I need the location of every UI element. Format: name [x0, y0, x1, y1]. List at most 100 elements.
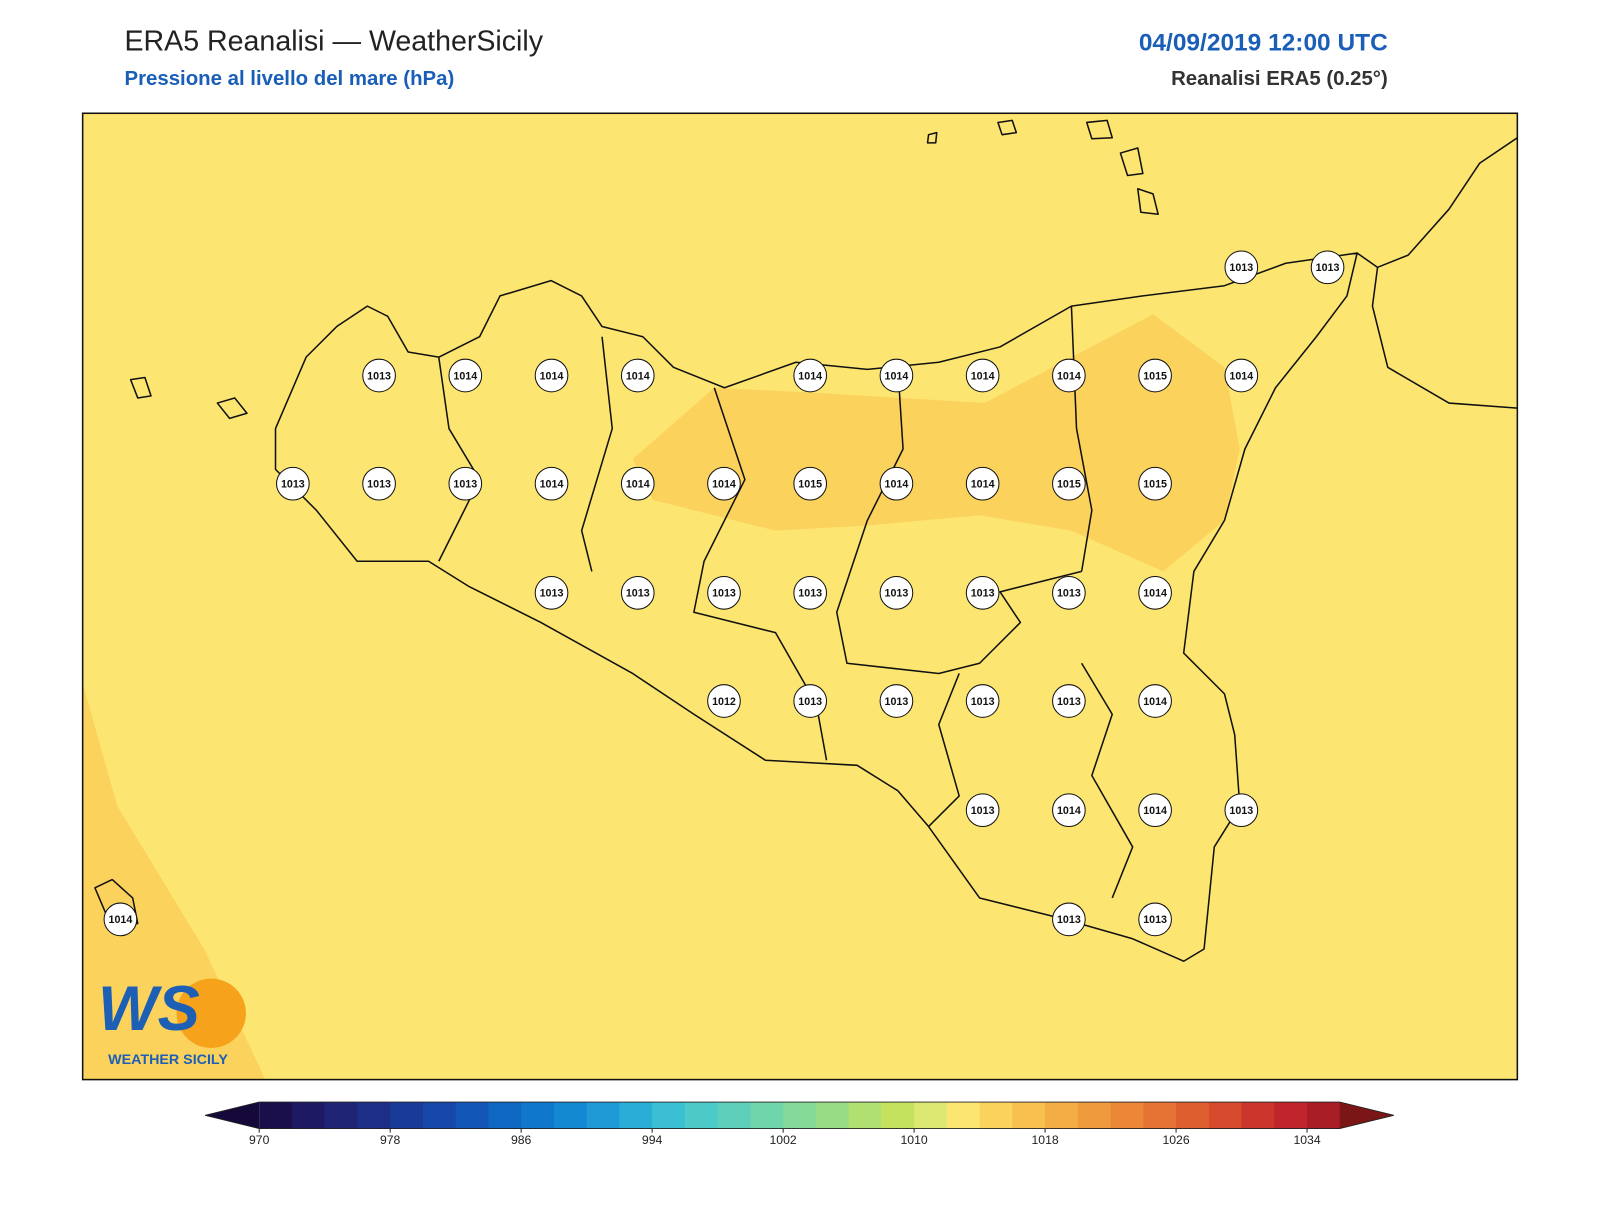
colorbar-box [324, 1102, 358, 1129]
colorbar-tick-label: 1018 [1031, 1133, 1058, 1147]
logo-sun [176, 978, 246, 1048]
colorbar-box [1208, 1102, 1243, 1129]
station-marker [620, 358, 655, 393]
colorbar-box [422, 1102, 457, 1129]
field-high [632, 314, 1240, 572]
station-value: 1013 [626, 588, 650, 600]
station-marker [534, 466, 569, 501]
station-marker [1138, 684, 1172, 718]
station-value: 1014 [1143, 588, 1167, 600]
station-value: 1013 [1057, 588, 1081, 600]
coastline [1377, 137, 1518, 269]
station-marker [965, 576, 1000, 610]
colorbar-tick-label: 994 [642, 1133, 663, 1147]
station-marker [1052, 466, 1086, 501]
station-value: 1013 [1057, 914, 1081, 926]
colorbar-box [848, 1102, 882, 1129]
source: Reanalisi ERA5 (0.25°) [1171, 68, 1388, 90]
station-marker [534, 358, 569, 393]
colorbar-box [946, 1102, 981, 1129]
station-marker [965, 684, 1000, 718]
colorbar-box [586, 1102, 620, 1129]
colorbar-tick-label: 978 [380, 1133, 401, 1147]
station-value: 1014 [1057, 805, 1081, 817]
station-value: 1015 [798, 479, 822, 491]
station-value: 1014 [1143, 696, 1167, 708]
date: 04/09/2019 12:00 UTC [1139, 29, 1388, 56]
station-value: 1014 [712, 479, 736, 491]
colorbar-box [553, 1102, 588, 1129]
station-marker [362, 466, 396, 501]
field-high [82, 683, 266, 1080]
station-marker [1052, 684, 1086, 718]
station-marker [448, 466, 483, 501]
station-value: 1014 [109, 914, 133, 926]
stations: 1013 1013 1013 1014 1014 1014 1014 1014 1014 1014… [103, 250, 1345, 937]
colorbar-box [455, 1102, 489, 1129]
station-marker [879, 576, 914, 610]
colorbar-box [1241, 1102, 1275, 1129]
station-value: 1014 [1229, 370, 1253, 382]
colorbar-box [521, 1102, 555, 1129]
station-marker [1224, 250, 1259, 285]
logo: WS WEATHER SICILY [98, 974, 246, 1068]
colorbar-box [914, 1102, 948, 1129]
station-value: 1014 [540, 370, 564, 382]
station-marker [1224, 793, 1259, 828]
station-marker [1138, 576, 1172, 610]
colorbar-box [717, 1102, 751, 1129]
colorbar-box [488, 1102, 522, 1129]
station-value: 1013 [885, 696, 909, 708]
station-value: 1014 [1057, 370, 1081, 382]
map-frame [81, 112, 1519, 1081]
colorbar-box [1143, 1102, 1177, 1129]
colorbar-box [1307, 1102, 1341, 1129]
station-marker [879, 466, 914, 501]
colorbar-box [291, 1102, 326, 1129]
colorbar-tick-label: 970 [249, 1133, 270, 1147]
station-value: 1013 [453, 479, 477, 491]
colorbar-tick-label: 1034 [1293, 1133, 1320, 1147]
station-value: 1014 [798, 370, 822, 382]
province-line [438, 306, 1134, 899]
colorbar-box [1110, 1102, 1144, 1129]
station-value: 1015 [1057, 479, 1081, 491]
colorbar-box [750, 1102, 784, 1129]
colorbar-over [1339, 1102, 1394, 1129]
station-value: 1014 [885, 370, 909, 382]
station-value: 1013 [971, 588, 995, 600]
station-value: 1013 [540, 588, 564, 600]
station-value: 1013 [367, 370, 391, 382]
colorbar-box [1176, 1102, 1210, 1129]
subtitle: Pressione al livello del mare (hPa) [124, 68, 454, 90]
station-value: 1012 [712, 696, 736, 708]
station-value: 1013 [798, 696, 822, 708]
colorbar-box [1077, 1102, 1112, 1129]
station-value: 1014 [971, 370, 995, 382]
colorbar-box [652, 1102, 686, 1129]
station-value: 1013 [1229, 805, 1253, 817]
station-value: 1014 [1143, 805, 1167, 817]
colorbar-under [205, 1102, 260, 1129]
station-value: 1014 [885, 479, 909, 491]
station-marker [1052, 793, 1086, 828]
station-marker [448, 358, 483, 393]
station-marker [707, 684, 741, 718]
station-marker [1138, 466, 1172, 501]
colorbar-box [1045, 1102, 1079, 1129]
station-marker [793, 576, 828, 610]
station-marker [965, 793, 1000, 828]
station-marker [793, 466, 828, 501]
colorbar: 970 978 986 994 1002 1010 1018 1026 1034 [205, 1101, 1394, 1147]
colorbar-box [390, 1102, 424, 1129]
station-marker [362, 358, 396, 393]
station-marker [1052, 358, 1086, 393]
colorbar-box [259, 1102, 293, 1129]
station-marker [1138, 793, 1172, 828]
coastline [1356, 252, 1518, 409]
station-value: 1014 [626, 370, 650, 382]
station-marker [620, 466, 655, 501]
station-marker [534, 576, 569, 610]
station-marker [707, 576, 741, 610]
colorbar-box [619, 1102, 653, 1129]
